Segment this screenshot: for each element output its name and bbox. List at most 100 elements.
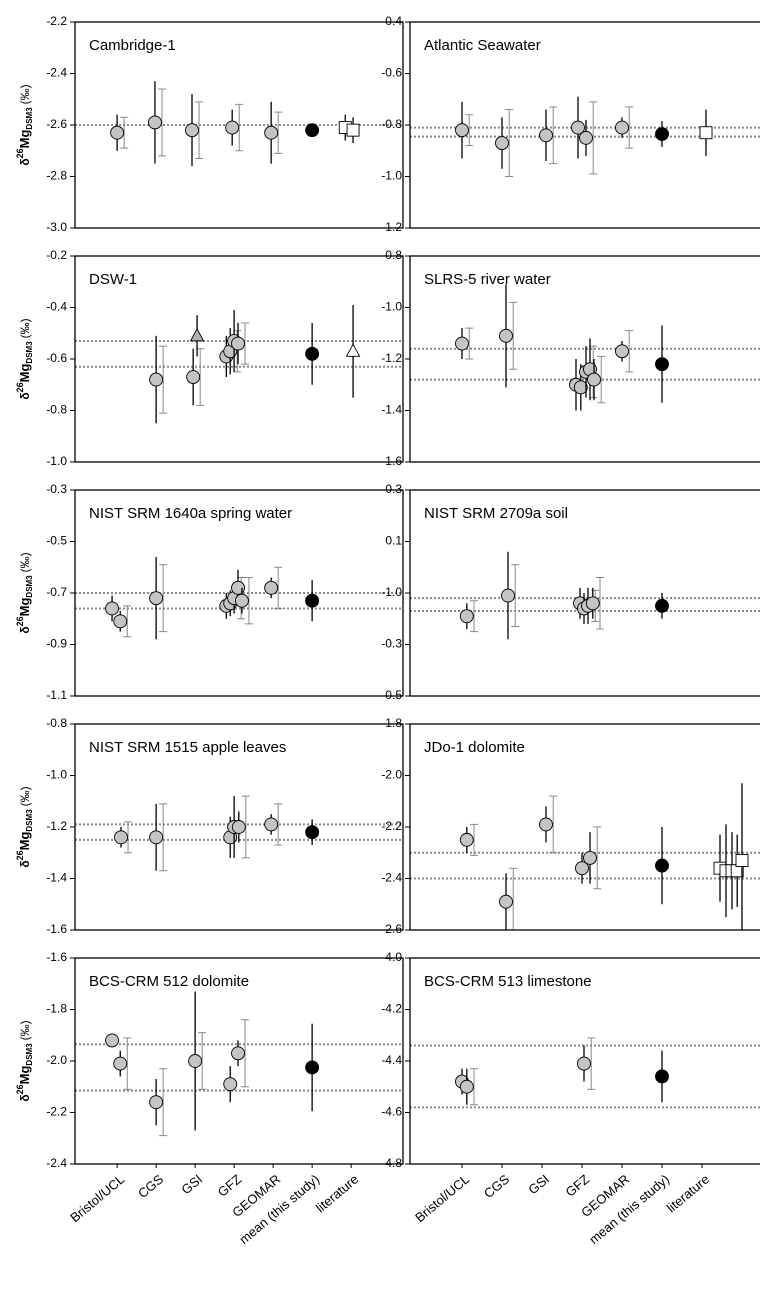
- plot-area: [410, 1037, 760, 1109]
- plot-area: [410, 284, 760, 411]
- point: [501, 588, 515, 603]
- plot-frame: [409, 21, 760, 229]
- error-bar-secondary: [505, 109, 514, 177]
- point: [573, 380, 588, 395]
- y-label-sup: 26: [15, 148, 25, 158]
- y-tick-label: -1.2: [381, 220, 402, 234]
- error-bar-secondary: [159, 803, 168, 872]
- y-label-sup: 26: [15, 850, 25, 860]
- error-bar-secondary: [597, 355, 606, 404]
- plot-area: [75, 81, 403, 167]
- y-label-mg: Mg: [17, 832, 32, 851]
- y-tick-label: -2.4: [381, 871, 402, 885]
- y-tick-label: -2.4: [46, 66, 67, 80]
- x-tick-label: GFZ: [563, 1171, 593, 1199]
- point: [186, 370, 201, 384]
- y-label-sub: DSM3: [25, 1043, 34, 1066]
- panel-title: NIST SRM 2709a soil: [424, 505, 568, 522]
- error-bar-secondary: [589, 101, 598, 175]
- error-bar-secondary: [198, 1032, 207, 1090]
- y-tick-label: -1.2: [46, 819, 67, 833]
- point: [587, 372, 601, 387]
- y-tick-label: -1.0: [381, 300, 402, 314]
- y-tick-label: -0.8: [46, 403, 67, 417]
- point: [459, 609, 474, 624]
- plot-area: [75, 795, 403, 872]
- plot-frame: [74, 489, 404, 697]
- point: [305, 825, 320, 840]
- point: [305, 1060, 320, 1075]
- plot-area: [75, 556, 403, 640]
- plot-frame: [409, 723, 760, 931]
- error-bar-secondary: [124, 821, 133, 854]
- point: [105, 1033, 120, 1048]
- y-label-unit: (‰): [18, 786, 32, 806]
- y-label-unit: (‰): [18, 318, 32, 338]
- error-bar-secondary: [123, 605, 132, 638]
- error-bar-secondary: [244, 577, 253, 625]
- point: [234, 593, 249, 608]
- point: [655, 858, 669, 873]
- y-label-delta: δ: [18, 1094, 32, 1101]
- point: [575, 861, 589, 876]
- y-label-sub: DSM3: [25, 107, 34, 130]
- point: [225, 120, 240, 135]
- y-tick-label: -0.8: [46, 716, 67, 730]
- error-bar-secondary: [159, 1068, 168, 1137]
- point: [189, 327, 205, 342]
- point: [459, 1079, 474, 1094]
- plot-area: [410, 551, 760, 640]
- point: [149, 1095, 164, 1110]
- x-tick-label: GSI: [178, 1171, 205, 1197]
- y-tick-label: -1.6: [46, 950, 67, 964]
- y-tick-label: -1.0: [46, 454, 67, 468]
- y-label-mg: Mg: [17, 598, 32, 617]
- point: [188, 1054, 203, 1068]
- plot-frame: [409, 255, 760, 463]
- point: [223, 1077, 238, 1092]
- point: [345, 343, 361, 357]
- point: [539, 817, 553, 832]
- panel-title: BCS-CRM 512 dolomite: [89, 973, 249, 990]
- y-tick-label: -1.0: [381, 585, 402, 599]
- error-bar-secondary: [235, 103, 244, 152]
- point: [583, 850, 597, 865]
- error-bar-secondary: [625, 330, 634, 373]
- y-label-unit: (‰): [18, 84, 32, 104]
- point: [149, 830, 164, 845]
- point: [577, 1056, 591, 1071]
- point: [264, 817, 279, 832]
- point: [539, 128, 553, 143]
- panel-title: Cambridge-1: [89, 37, 176, 54]
- y-label-sub: DSM3: [25, 575, 34, 598]
- x-tick-label: GFZ: [215, 1171, 245, 1199]
- error-bar-secondary: [274, 566, 283, 609]
- point: [455, 336, 469, 351]
- y-label-sub: DSM3: [25, 341, 34, 364]
- y-tick-label: -0.7: [46, 585, 67, 599]
- error-bar-secondary: [470, 1068, 478, 1106]
- y-tick-label: -4.4: [381, 1053, 402, 1067]
- point: [699, 126, 713, 140]
- y-tick-label: -0.3: [381, 637, 402, 651]
- y-tick-label: -0.2: [46, 248, 67, 262]
- plot-frame: [74, 957, 404, 1165]
- y-tick-label: -2.6: [46, 117, 67, 131]
- y-label-mg: Mg: [17, 130, 32, 149]
- y-tick-label: -4.6: [381, 1105, 402, 1119]
- y-axis-label: δ26MgDSM3 (‰): [15, 552, 34, 633]
- point: [114, 830, 128, 845]
- y-axis-label: δ26MgDSM3 (‰): [15, 1020, 34, 1101]
- error-bar-secondary: [625, 106, 634, 149]
- point: [615, 344, 629, 359]
- point: [655, 357, 669, 372]
- point: [655, 598, 669, 613]
- point: [615, 120, 629, 135]
- y-tick-label: -1.4: [381, 403, 402, 417]
- plot-area: [410, 783, 760, 930]
- y-tick-label: -0.8: [381, 117, 402, 131]
- point: [110, 125, 125, 140]
- point: [459, 832, 474, 847]
- y-tick-label: -2.2: [46, 1105, 67, 1119]
- error-bar-secondary: [465, 114, 474, 147]
